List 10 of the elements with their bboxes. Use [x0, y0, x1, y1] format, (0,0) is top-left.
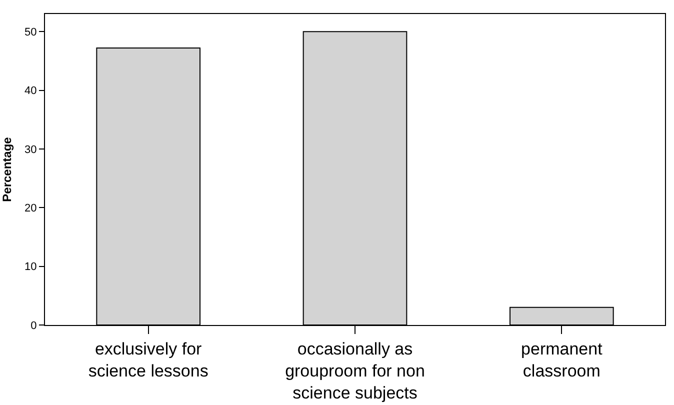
y-tick-label: 50	[24, 26, 37, 38]
y-tick-label: 0	[30, 320, 37, 332]
y-tick-label: 40	[24, 85, 37, 98]
x-tick-label: exclusively for science lessons	[88, 339, 208, 380]
y-tick-label: 30	[24, 144, 37, 156]
y-axis-title: Percentage	[0, 136, 14, 202]
y-tick-label: 10	[24, 261, 37, 274]
x-tick-label: permanent classroom	[521, 339, 603, 380]
x-tick-label: occasionally as grouproom for non science subjects	[285, 339, 425, 403]
y-tick-label: 20	[24, 202, 37, 214]
